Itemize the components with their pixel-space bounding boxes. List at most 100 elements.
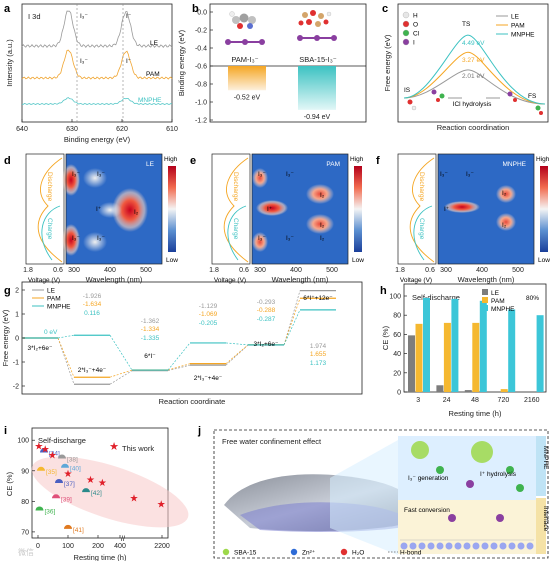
x-tick-label: 400 [104, 267, 116, 274]
diagram-title: Free water confinement effect [222, 437, 322, 446]
heatmap-frame [251, 153, 349, 265]
atom-swatch-h [402, 11, 410, 19]
this-work-star: ★ [64, 469, 73, 480]
legend-label: PAM [47, 296, 61, 303]
y-tick-label: -1.2 [195, 118, 207, 125]
barrier-label: 4.49 eV [462, 40, 485, 47]
x-axis-ticks: 640 630 620 610 [16, 119, 178, 133]
heatmap-spot [98, 202, 122, 218]
colorbar-high-label: High [164, 156, 178, 163]
heatmap-spot [83, 232, 107, 252]
state-label: 2*I₃⁻+4e⁻ [194, 375, 223, 382]
spot-label: I₃⁻ [286, 235, 294, 242]
x-tick-label: 500 [140, 267, 152, 274]
curve-label: Discharge [418, 172, 425, 202]
side-tab-mnphe [536, 436, 546, 496]
process-label: I₃⁻ generation [408, 475, 449, 482]
axis-ticks: 70 80 90 100 0 100 200 400 2200 // [17, 438, 170, 550]
x-tick-label: 400 [114, 543, 126, 550]
plot-frame [397, 3, 549, 123]
reference-label: [40] [70, 466, 81, 473]
energy-curve-le [403, 69, 546, 105]
zn-atom [418, 542, 426, 550]
x-axis-label: Reaction coordinate [159, 397, 226, 406]
is-label: IS [404, 87, 411, 94]
this-work-star: ★ [86, 475, 95, 486]
value-label: -0.288 [257, 307, 276, 314]
zn-atom [409, 542, 417, 550]
axis-break: // [121, 536, 125, 543]
bar-le [408, 335, 415, 392]
panel-c: c HO Cl I LE PAM MNPHE TS 4.49 eV 3.27 eV 2.… [382, 3, 549, 132]
colorbar [354, 166, 362, 252]
panel-d: d Discharge Charge 1.8 0.6 Voltage (V) LE I₃⁻ I₃… [4, 153, 178, 284]
this-work-star: ★ [157, 499, 166, 510]
value-label: 0 eV [44, 329, 58, 336]
value-label: 1.173 [310, 360, 327, 367]
bar-category-label: SBA-15-I₃⁻ [299, 55, 336, 64]
connector-mnphe [109, 335, 133, 371]
colorbar-high-label: High [350, 156, 364, 163]
legend-swatch-le [482, 289, 488, 295]
reference-marker [58, 454, 66, 459]
side-tick-label: 0.6 [53, 267, 63, 274]
panel-letter-h: h [380, 285, 387, 297]
y-axis-label: CE (%) [381, 325, 390, 350]
value-label: -0.287 [257, 316, 276, 323]
reference-marker [55, 479, 63, 483]
heatmap-spot [252, 232, 268, 252]
legend-label: MNPHE [491, 306, 515, 313]
spot-label: I₂ [502, 222, 507, 229]
y-tick-label: -0.2 [195, 28, 207, 35]
side-axis-label: Voltage (V) [400, 277, 432, 284]
colorbar-low-label: Low [352, 257, 364, 264]
ts-label: TS [462, 21, 471, 28]
panel-letter-c: c [382, 3, 388, 15]
x-tick-label: 610 [166, 126, 178, 133]
heatmap-spot [306, 184, 334, 204]
heatmap-frame [437, 153, 535, 265]
heatmap-panels: d Discharge Charge 1.8 0.6 Voltage (V) LE I₃⁻ I₃… [4, 153, 550, 284]
curve-label: Discharge [46, 172, 53, 202]
legend-label: LE [491, 290, 500, 297]
bar-value-label: -0.94 eV [304, 114, 331, 121]
panel-i: i Self-discharge [34] [38] [40] [35] [37] [42… [4, 425, 189, 561]
y-tick-label: 100 [17, 438, 29, 445]
legend-label: MNPHE [511, 32, 535, 39]
legend-swatch-mnphe [482, 305, 488, 311]
zn-atom [436, 542, 444, 550]
y-tick-label: 0 [397, 390, 401, 397]
molecule-sketches [407, 89, 543, 115]
barrier-label: 2.01 eV [462, 73, 485, 80]
bar-value-label: -0.52 eV [234, 94, 261, 101]
zn-atom [490, 542, 498, 550]
spot-label: I₂ [320, 222, 325, 229]
y-tick-label: -2 [13, 384, 19, 391]
this-work-star: ★ [98, 478, 107, 489]
reference-label: [39] [61, 496, 72, 503]
panel-b: b PAM-I₃⁻ SBA-15-I₃⁻ -0.52 eV -0.94 eV 0.… [177, 3, 367, 125]
this-work-star: ★ [130, 493, 139, 504]
atom-legend-label: Cl [413, 31, 420, 38]
heatmap-spot [256, 200, 288, 216]
x-tick-label: 720 [498, 397, 510, 404]
panel-letter-d: d [4, 155, 11, 167]
legend-label: This work [122, 444, 154, 453]
y-tick-label: 80 [21, 499, 29, 506]
bars [408, 297, 544, 392]
x-axis-label: Binding energy (eV) [64, 135, 131, 144]
zn-atom [517, 542, 525, 550]
spot-label: I₃⁻ [258, 235, 266, 242]
molecule-pam [225, 11, 265, 45]
connector-le [57, 337, 75, 385]
panel-letter-i: i [4, 425, 7, 437]
plot-frame [31, 427, 169, 539]
y-tick-label: -1 [13, 360, 19, 367]
panel-letter-j: j [197, 425, 201, 437]
spot-label: I₃⁻ [286, 171, 294, 178]
y-tick-label: 100 [389, 294, 401, 301]
bar-pam [415, 323, 423, 392]
y-tick-label: 90 [21, 468, 29, 475]
atom-legend: HO Cl I [402, 11, 420, 47]
process-label: I⁺ hydrolysis [480, 471, 517, 478]
